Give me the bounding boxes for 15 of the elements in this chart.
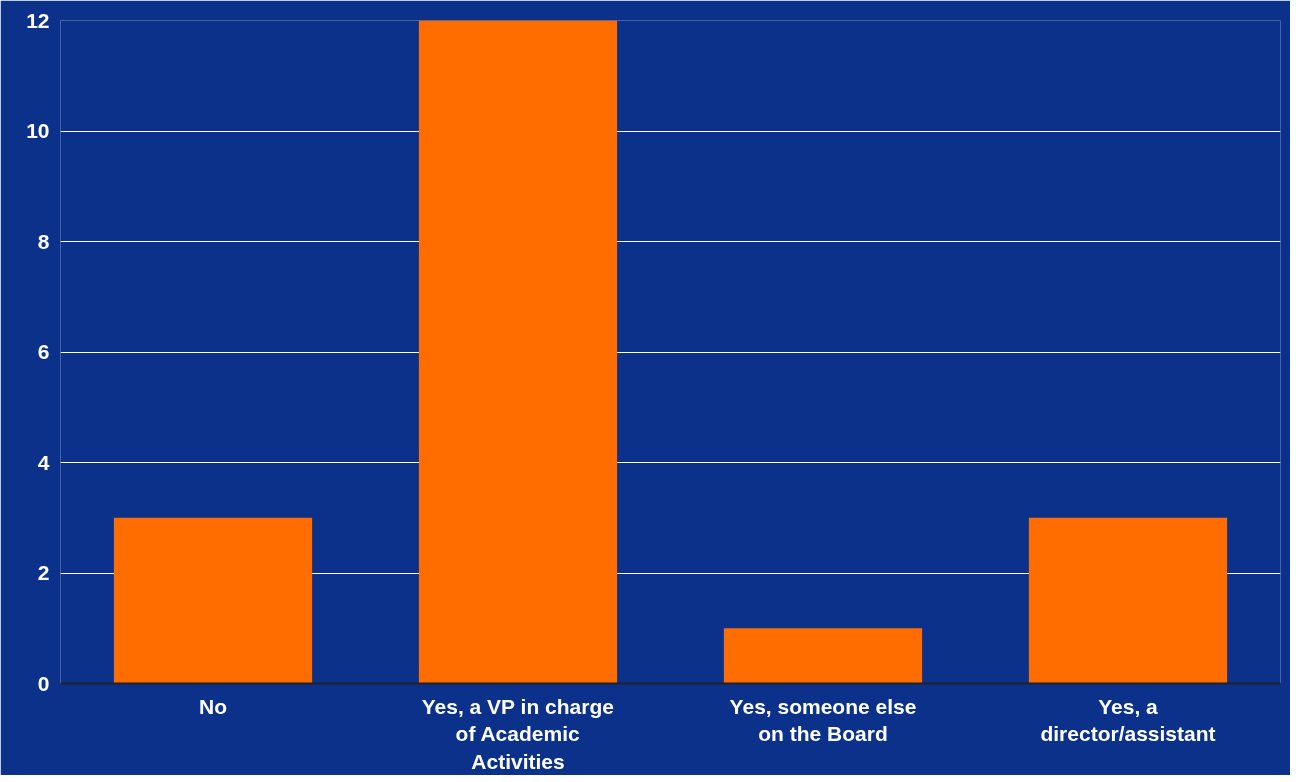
bar <box>723 628 923 684</box>
y-tick-label: 12 <box>26 8 50 32</box>
y-tick-label: 0 <box>37 671 50 695</box>
bar <box>113 517 313 684</box>
y-tick-label: 6 <box>37 340 50 363</box>
x-tick-label: Yes, a VP in charge of Academic Activities <box>421 694 614 773</box>
y-tick-label: 8 <box>37 229 50 253</box>
x-tick-label: No <box>199 694 227 718</box>
bar <box>418 20 618 684</box>
x-tick-label: Yes, someone else on the Board <box>729 694 917 746</box>
x-tick-label: Yes, a director/assistant <box>1040 694 1216 746</box>
y-tick-label: 4 <box>37 450 50 474</box>
bar <box>1028 517 1228 684</box>
y-tick-label: 10 <box>26 119 50 142</box>
y-tick-label: 2 <box>37 561 50 584</box>
